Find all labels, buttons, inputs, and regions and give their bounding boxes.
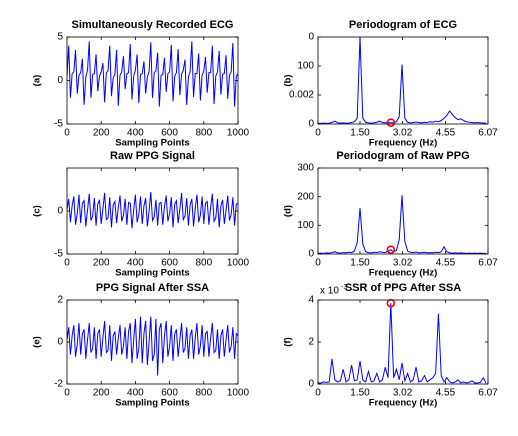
y-axis-label: (b) (283, 74, 294, 86)
signal-line (318, 303, 487, 384)
y-axis-label: (c) (32, 205, 43, 217)
x-axis-label: Sampling Points (115, 398, 189, 409)
y-axis-label: (f) (283, 337, 294, 347)
signal-line (67, 192, 238, 229)
x-tick-label: 600 (161, 128, 178, 139)
y-tick-label: 4 (308, 295, 314, 306)
x-tick-label: 400 (127, 128, 144, 139)
x-axis-label: Sampling Points (115, 268, 189, 279)
x-tick-label: 4.55 (436, 388, 456, 399)
subplot: 0 1.50 3.02 4.55 6.07 0 2 4 SSR of PPG After SSA… (283, 282, 499, 409)
x-tick-label: 600 (161, 258, 178, 269)
y-tick-label: 0 (308, 119, 314, 130)
x-tick-label: 200 (93, 128, 110, 139)
x-tick-label: 400 (127, 388, 144, 399)
axis-multiplier: x 10 (320, 286, 339, 297)
y-tick-label: 100 (297, 220, 314, 231)
subplot-title: PPG Signal After SSA (96, 282, 209, 294)
x-tick-label: 6.07 (478, 388, 498, 399)
y-tick-label: -2 (54, 379, 63, 390)
y-tick-label: 0 (57, 337, 63, 348)
x-tick-label: 800 (195, 128, 212, 139)
x-axis-label: Frequency (Hz) (369, 268, 438, 279)
plot-content (318, 37, 487, 124)
y-tick-label: 0 (308, 249, 314, 260)
x-tick-label: 0 (315, 128, 321, 139)
x-tick-label: 1000 (227, 128, 250, 139)
x-tick-label: 1.50 (350, 128, 370, 139)
y-axis-label: (e) (32, 336, 43, 348)
x-axis-label: Frequency (Hz) (369, 398, 438, 409)
subplot-title: Periodogram of Raw PPG (336, 150, 469, 162)
signal-line (67, 316, 238, 376)
x-tick-label: 800 (195, 388, 212, 399)
x-tick-label: 200 (93, 388, 110, 399)
y-tick-label: 0 (308, 32, 314, 43)
y-tick-label: -5 (54, 249, 63, 260)
y-tick-label: 0 (308, 379, 314, 390)
plot-content (67, 41, 238, 107)
plot-content (67, 316, 238, 376)
x-tick-label: 6.07 (478, 258, 498, 269)
subplot: 0 1.50 3.02 4.55 6.07 0 0.002 100 0 Periodogram o… (283, 19, 499, 149)
x-tick-label: 200 (93, 258, 110, 269)
y-tick-label: 2 (57, 295, 63, 306)
y-tick-label: 0.002 (289, 90, 314, 101)
signal-line (318, 195, 487, 254)
x-axis-label: Frequency (Hz) (369, 138, 438, 149)
subplot-title: Simultaneously Recorded ECG (72, 19, 234, 31)
axes-box (317, 36, 489, 125)
x-tick-label: 600 (161, 388, 178, 399)
y-axis-label: (a) (32, 75, 43, 87)
x-tick-label: 3.02 (393, 258, 413, 269)
y-axis-label: (d) (283, 205, 294, 217)
marker (386, 245, 396, 254)
plot-content (67, 192, 238, 229)
axis-multiplier-power: -3 (341, 284, 347, 291)
x-tick-label: 0 (315, 388, 321, 399)
subplot-title: Periodogram of ECG (349, 19, 457, 31)
x-tick-label: 4.55 (436, 128, 456, 139)
y-tick-label: -5 (54, 119, 63, 130)
subplot-title: Raw PPG Signal (110, 150, 195, 162)
subplot: 0 1.50 3.02 4.55 6.07 0 100 200 300 Periodogram o… (283, 150, 499, 279)
plot-area (67, 300, 238, 384)
x-tick-label: 1000 (227, 258, 250, 269)
y-tick-label: 300 (297, 163, 314, 174)
x-tick-label: 0 (64, 388, 70, 399)
subplot-title: SSR of PPG After SSA (345, 282, 461, 294)
x-tick-label: 4.55 (436, 258, 456, 269)
x-tick-label: 800 (195, 258, 212, 269)
marker (386, 118, 396, 127)
signal-line (67, 41, 238, 107)
x-tick-label: 1.50 (350, 258, 370, 269)
x-tick-label: 0 (315, 258, 321, 269)
signal-line (318, 37, 487, 124)
y-tick-label: 200 (297, 191, 314, 202)
plot-content (318, 195, 487, 254)
axes-box (317, 167, 489, 255)
y-tick-label: 2 (308, 337, 314, 348)
x-tick-label: 6.07 (478, 128, 498, 139)
x-tick-label: 3.02 (393, 128, 413, 139)
x-tick-label: 0 (64, 258, 70, 269)
x-axis-label: Sampling Points (115, 138, 189, 149)
y-tick-label: 0 (57, 75, 63, 86)
x-tick-label: 3.02 (393, 388, 413, 399)
x-tick-label: 400 (127, 258, 144, 269)
y-tick-label: 0 (57, 206, 63, 217)
plot-area (67, 37, 238, 124)
y-tick-label: 5 (57, 32, 63, 43)
x-tick-label: 1.50 (350, 388, 370, 399)
y-tick-label: 100 (297, 61, 314, 72)
x-tick-label: 1000 (227, 388, 250, 399)
x-tick-label: 0 (64, 128, 70, 139)
plot-content (318, 303, 487, 384)
